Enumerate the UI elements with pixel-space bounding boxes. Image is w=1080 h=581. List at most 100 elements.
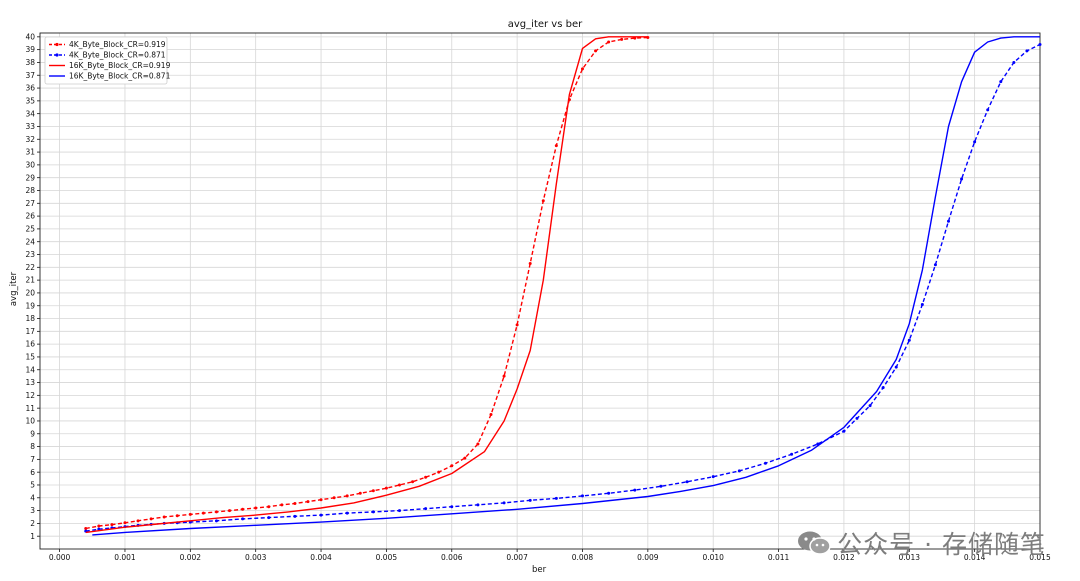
- data-point: [319, 513, 323, 517]
- data-point: [894, 365, 898, 369]
- data-point: [986, 108, 990, 112]
- data-point: [528, 498, 532, 502]
- x-tick-label: 0.012: [833, 553, 855, 562]
- series-16K_Byte_Block_CR=0.919: [85, 36, 648, 534]
- data-point: [580, 494, 584, 498]
- legend-label: 4K_Byte_Block_CR=0.871: [69, 51, 166, 60]
- data-point: [620, 37, 624, 41]
- y-tick-label: 32: [25, 135, 35, 144]
- series-line: [85, 36, 648, 530]
- data-point: [1025, 49, 1029, 53]
- x-tick-label: 0.002: [180, 553, 202, 562]
- y-tick-label: 26: [25, 212, 35, 221]
- data-point: [424, 475, 428, 479]
- data-point: [228, 509, 232, 513]
- data-point: [685, 480, 689, 484]
- data-point: [920, 302, 924, 306]
- data-point: [737, 469, 741, 473]
- y-tick-label: 13: [25, 378, 35, 387]
- data-point: [476, 442, 480, 446]
- y-tick-label: 38: [25, 58, 35, 67]
- data-point: [267, 516, 271, 520]
- data-point: [214, 510, 218, 514]
- data-point: [607, 491, 611, 495]
- data-point: [463, 456, 467, 460]
- y-tick-label: 4: [30, 493, 35, 502]
- data-point: [397, 509, 401, 513]
- y-tick-label: 15: [25, 353, 35, 362]
- axes: 0.000 0.001 0.002 0.003 0.004 0.005 0.006 0.007…: [25, 32, 1051, 562]
- data-point: [476, 503, 480, 507]
- legend-box: [44, 36, 168, 85]
- data-point: [999, 80, 1003, 84]
- data-point: [306, 500, 310, 504]
- data-point: [515, 323, 519, 327]
- y-tick-label: 3: [30, 506, 35, 515]
- x-tick-label: 0.000: [49, 553, 71, 562]
- data-point: [188, 512, 192, 516]
- legend-marker: [55, 42, 59, 47]
- data-point: [397, 483, 401, 487]
- data-point: [384, 486, 388, 490]
- x-tick-label: 0.003: [245, 553, 267, 562]
- x-tick-label: 0.009: [637, 553, 659, 562]
- y-tick-label: 30: [25, 160, 35, 169]
- x-tick-label: 0.014: [964, 553, 986, 562]
- legend-label: 16K_Byte_Block_CR=0.871: [69, 72, 171, 81]
- data-point: [933, 263, 937, 267]
- data-point: [960, 177, 964, 181]
- x-tick-label: 0.011: [768, 553, 790, 562]
- data-point: [502, 374, 506, 378]
- y-tick-label: 21: [25, 276, 35, 285]
- x-tick-label: 0.015: [1029, 553, 1051, 562]
- y-tick-label: 40: [25, 32, 35, 41]
- y-tick-label: 17: [25, 327, 35, 336]
- y-tick-label: 14: [25, 365, 35, 374]
- x-tick-label: 0.008: [572, 553, 594, 562]
- y-tick-label: 5: [30, 481, 35, 490]
- y-tick-label: 24: [25, 237, 35, 246]
- x-tick-label: 0.013: [899, 553, 921, 562]
- data-point: [541, 199, 545, 203]
- data-point: [371, 510, 375, 514]
- y-tick-label: 12: [25, 391, 35, 400]
- x-tick-label: 0.001: [114, 553, 136, 562]
- x-tick-label: 0.010: [702, 553, 724, 562]
- data-point: [254, 506, 258, 510]
- watermark: 公众号 · 存储随笔: [797, 525, 1046, 561]
- y-tick-label: 22: [25, 263, 35, 272]
- y-tick-label: 20: [25, 289, 35, 298]
- data-point: [201, 511, 205, 515]
- x-tick-label: 0.006: [441, 553, 463, 562]
- data-point: [241, 517, 245, 521]
- y-tick-label: 1: [30, 532, 35, 541]
- wechat-icon: [798, 531, 831, 555]
- y-tick-label: 33: [25, 122, 35, 131]
- y-tick-label: 6: [30, 468, 35, 477]
- data-point: [358, 491, 362, 495]
- legend-marker: [55, 53, 59, 57]
- data-point: [855, 416, 859, 420]
- y-tick-label: 16: [25, 340, 35, 349]
- data-point: [214, 519, 218, 523]
- data-point: [594, 49, 598, 53]
- data-point: [711, 475, 715, 479]
- y-tick-label: 8: [30, 442, 35, 451]
- data-point: [907, 338, 911, 342]
- data-point: [437, 470, 441, 474]
- data-point: [659, 484, 663, 488]
- data-point: [881, 386, 885, 390]
- data-point: [293, 502, 297, 506]
- data-point: [371, 489, 375, 493]
- data-point: [162, 515, 166, 519]
- data-point: [554, 144, 558, 148]
- data-point: [345, 494, 349, 498]
- data-point: [280, 503, 284, 507]
- data-point: [633, 488, 637, 492]
- data-point: [790, 452, 794, 456]
- data-point: [528, 261, 532, 265]
- data-point: [973, 140, 977, 144]
- series-4K_Byte_Block_CR=0.919: [84, 35, 650, 531]
- y-tick-label: 18: [25, 314, 35, 323]
